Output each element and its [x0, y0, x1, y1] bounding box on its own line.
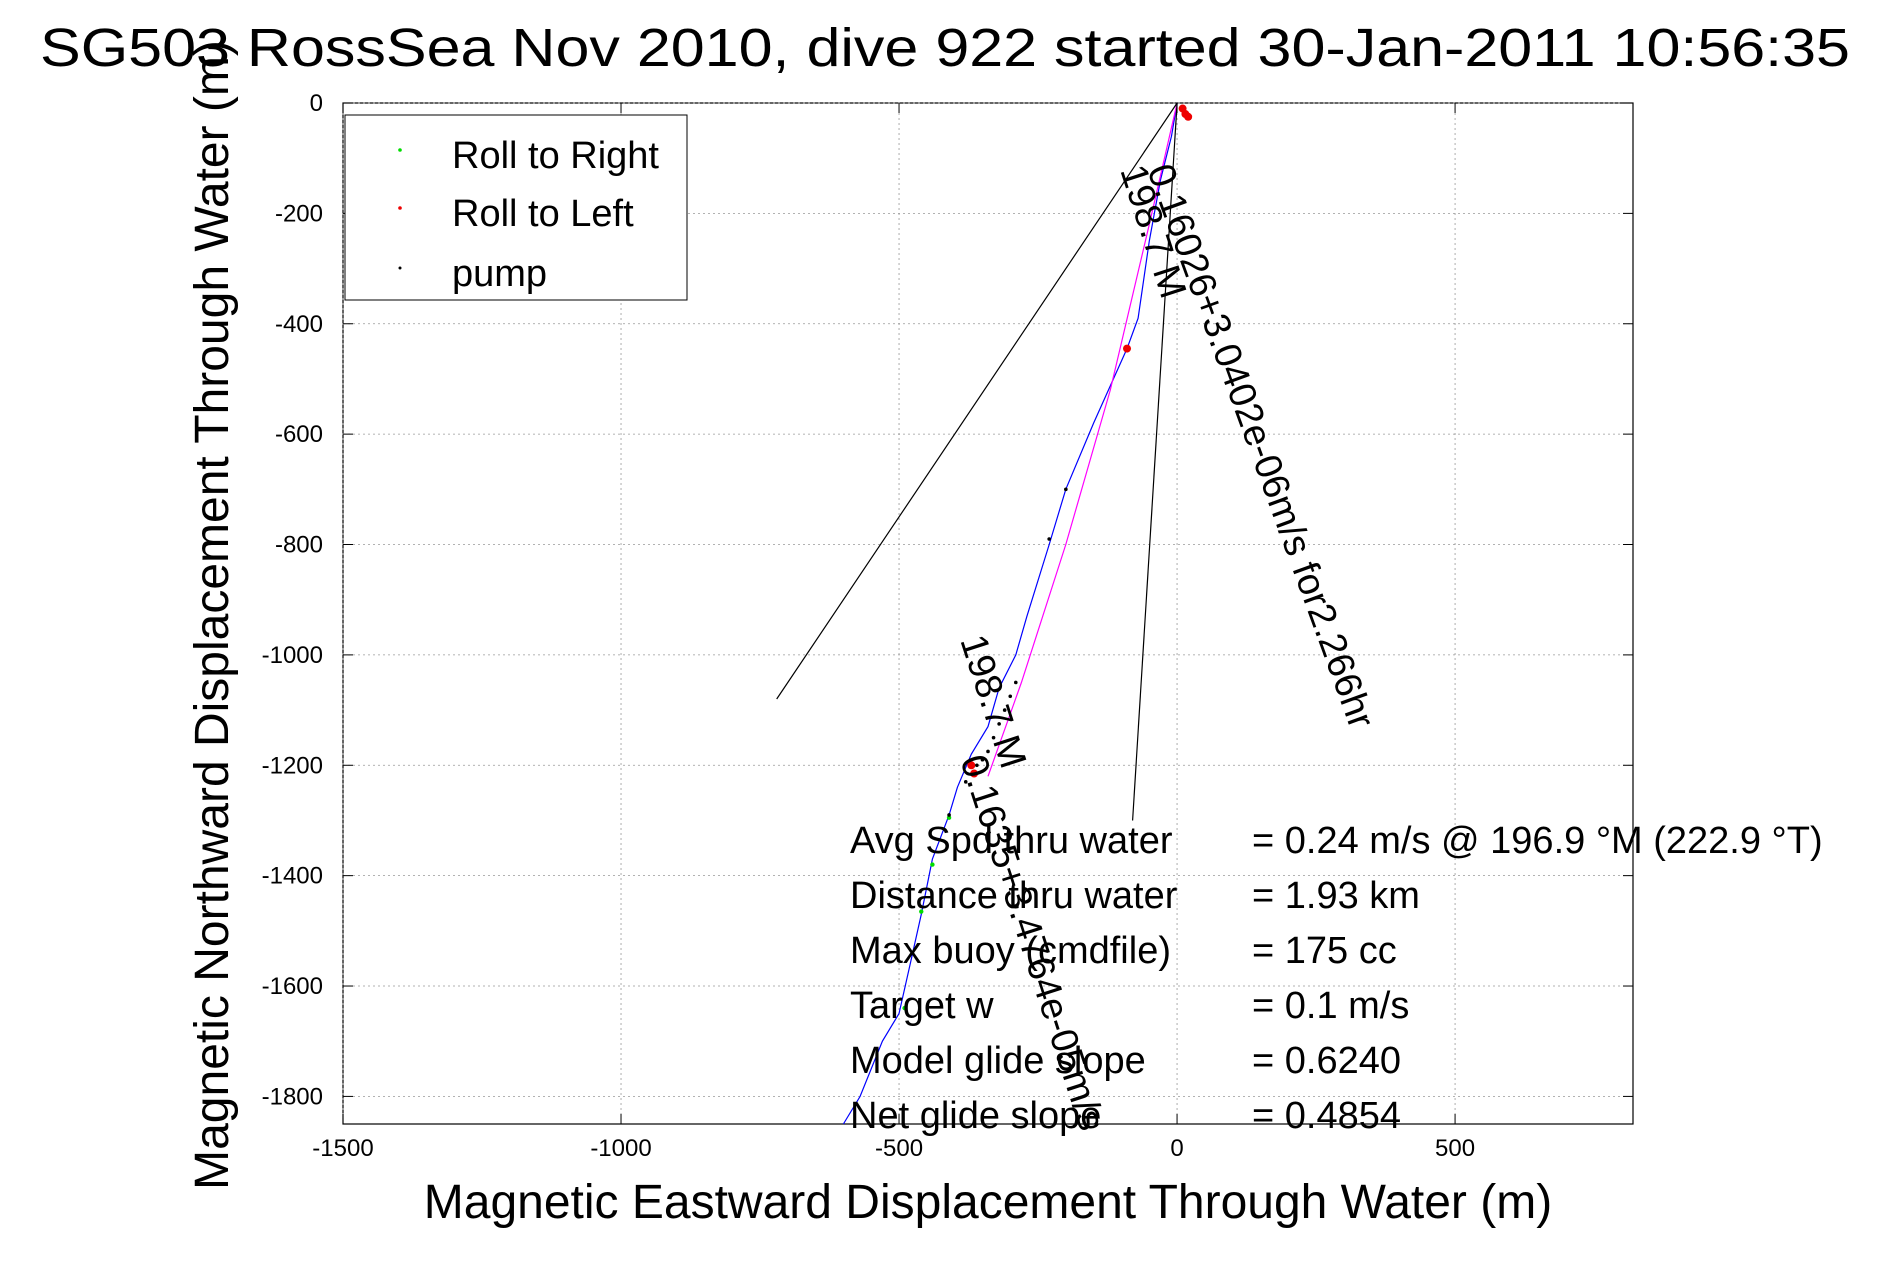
series-line-1	[987, 102, 1178, 777]
stat-label-avg-speed: Avg Spd thru water	[850, 820, 1173, 862]
legend-marker-roll-right	[398, 148, 402, 152]
marker-pump	[1008, 694, 1013, 699]
x-axis-label: Magnetic Eastward Displacement Through W…	[424, 1176, 1552, 1229]
marker-pump	[1047, 537, 1051, 541]
series-line-0	[842, 102, 1178, 1125]
marker-pump	[1014, 680, 1018, 685]
marker-pump	[1064, 487, 1068, 492]
stat-value-net-glide: = 0.4854	[1252, 1095, 1401, 1137]
marker-roll-to-left	[970, 769, 979, 778]
chart-title: SG503 RossSea Nov 2010, dive 922 started…	[40, 18, 1850, 78]
marker-pump	[975, 763, 979, 768]
legend-box	[344, 114, 688, 301]
marker-pump	[947, 813, 951, 817]
x-tick-label: -1500	[312, 1135, 373, 1162]
y-tick-label: -1400	[262, 863, 323, 890]
x-tick-label: -1000	[590, 1135, 651, 1162]
stat-value-distance: = 1.93 km	[1252, 875, 1420, 917]
series-line-2	[776, 102, 1178, 700]
stat-value-avg-speed: = 0.24 m/s @ 196.9 °M (222.9 °T)	[1252, 820, 1823, 862]
legend-label-roll-right: Roll to Right	[452, 135, 659, 177]
marker-pump	[986, 749, 990, 754]
axis-ticks: -1500 -1000 -500 0 500 0 -200 -400 -600 -800 -1000…	[262, 90, 1633, 1162]
stat-value-target-w: = 0.1 m/s	[1252, 985, 1409, 1027]
y-tick-label: -1800	[262, 1083, 323, 1110]
y-tick-label: -1600	[262, 973, 323, 1000]
stat-value-max-buoy: = 175 cc	[1252, 930, 1397, 972]
y-tick-label: -1200	[262, 752, 323, 779]
y-tick-label: -600	[275, 421, 323, 448]
marker-pump	[963, 780, 968, 784]
y-tick-label: -400	[275, 311, 323, 338]
y-axis-label: Magnetic Northward Displacement Through …	[186, 40, 239, 1190]
marker-roll-to-right	[902, 1005, 907, 1011]
data-markers	[902, 104, 1193, 1011]
marker-roll-to-right	[930, 862, 935, 867]
marker-roll-to-left	[1184, 112, 1193, 121]
series-line-3	[1132, 102, 1178, 821]
legend-label-roll-left: Roll to Left	[452, 193, 634, 235]
x-tick-label: 0	[1170, 1135, 1183, 1162]
marker-pump	[1002, 708, 1007, 712]
stat-label-distance: Distance thru water	[850, 875, 1178, 917]
marker-pump	[997, 722, 1001, 726]
legend-label-pump: pump	[452, 253, 547, 295]
dive-stats: Avg Spd thru water = 0.24 m/s @ 196.9 °M…	[850, 820, 1823, 1137]
marker-roll-to-left	[1123, 344, 1132, 353]
marker-roll-to-right	[946, 815, 952, 820]
marker-roll-to-left	[967, 761, 976, 770]
y-tick-label: 0	[310, 90, 323, 117]
stat-value-model-glide: = 0.6240	[1252, 1040, 1401, 1082]
y-tick-label: -800	[275, 532, 323, 559]
stat-label-max-buoy: Max buoy (cmdfile)	[850, 930, 1171, 972]
marker-pump	[980, 757, 985, 762]
series-lines	[776, 102, 1178, 1125]
stat-label-net-glide: Net glide slope	[850, 1095, 1101, 1137]
stat-label-target-w: Target w	[850, 985, 994, 1027]
legend-marker-roll-left	[398, 206, 402, 210]
y-tick-label: -200	[275, 200, 323, 227]
y-tick-label: -1000	[262, 642, 323, 669]
x-tick-label: 500	[1435, 1135, 1475, 1162]
x-tick-label: -500	[875, 1135, 923, 1162]
legend-marker-pump	[398, 266, 402, 270]
marker-pump	[991, 735, 996, 740]
stat-label-model-glide: Model glide slope	[850, 1040, 1146, 1082]
legend: Roll to Right Roll to Left pump	[344, 114, 688, 301]
marker-roll-to-right	[919, 909, 924, 914]
